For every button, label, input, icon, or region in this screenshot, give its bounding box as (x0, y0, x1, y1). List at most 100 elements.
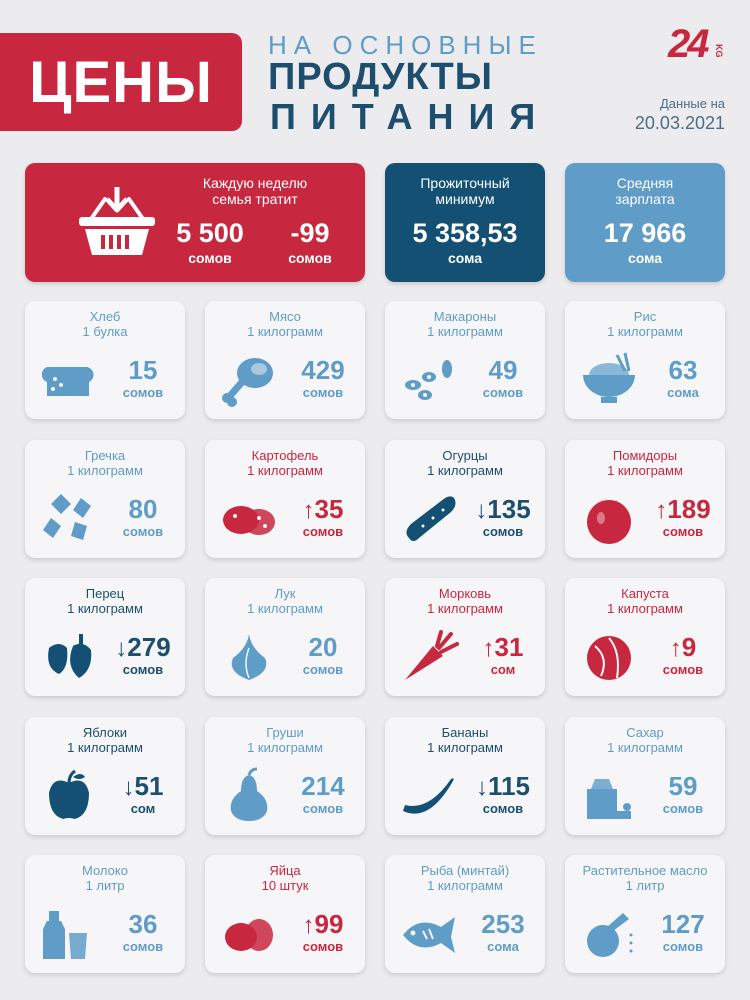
product-unit: 1 булка (82, 324, 128, 339)
product-currency: сомов (302, 662, 344, 677)
product-name: Лук (274, 586, 296, 601)
product-unit: 1 килограмм (247, 463, 323, 478)
product-name: Гречка (84, 448, 126, 463)
product-price-value: 15 (128, 355, 158, 385)
product-name: Бананы (441, 725, 489, 740)
salary-unit: сома (627, 250, 663, 266)
product-unit: 1 литр (625, 878, 665, 893)
potato-icon-graphic (223, 506, 275, 535)
product-currency: сомов (122, 939, 164, 954)
product-unit: 1 килограмм (607, 740, 683, 755)
minimum-label-line-1: Прожиточный (420, 175, 510, 191)
minimum-value: 5 358,53 (412, 218, 518, 248)
product-price-value: 59 (668, 771, 698, 801)
product-name: Мясо (269, 309, 301, 324)
product-name: Растительное масло (582, 863, 708, 878)
product-currency: сомов (662, 801, 704, 816)
tomato-icon-graphic (587, 500, 631, 544)
product-card: Огурцы 1 килограмм ↓135 сомов (385, 440, 545, 558)
product-card: Лук 1 килограмм 20 сомов (205, 578, 365, 696)
arrow-up-icon: ↑ (302, 912, 315, 939)
oil-icon (579, 905, 639, 961)
weekly-label: Каждую неделю семья тратит (165, 175, 345, 207)
product-currency: сомов (662, 939, 704, 954)
product-currency: сомов (482, 801, 524, 816)
product-card: Яйца 10 штук ↑99 сомов (205, 855, 365, 973)
product-name: Макароны (433, 309, 497, 324)
meat-icon-graphic (222, 358, 273, 407)
onion-icon-graphic (231, 634, 267, 680)
cucumber-icon (399, 490, 459, 546)
product-unit: 1 килограмм (607, 601, 683, 616)
product-card: Хлеб 1 булка 15 сомов (25, 301, 185, 419)
subtitle-line-3: ПИТАНИЯ (270, 96, 551, 137)
fish-icon-graphic (403, 917, 455, 953)
product-card: Рыба (минтай) 1 килограмм 253 сома (385, 855, 545, 973)
product-card: Яблоки 1 килограмм ↓51 сом (25, 717, 185, 835)
product-card: Гречка 1 килограмм 80 сомов (25, 440, 185, 558)
apple-icon (39, 767, 99, 823)
product-name: Рис (633, 309, 657, 324)
product-unit: 1 килограмм (427, 324, 503, 339)
product-name: Помидоры (612, 448, 678, 463)
weekly-change-unit: сомов (288, 250, 332, 266)
product-unit: 1 килограмм (247, 601, 323, 616)
basket-icon (79, 187, 155, 255)
product-card: Картофель 1 килограмм ↑35 сомов (205, 440, 365, 558)
arrow-down-icon: ↓ (476, 774, 489, 801)
product-price: 15 (103, 355, 183, 386)
product-price: ↑189 (643, 494, 723, 525)
product-card: Мясо 1 килограмм 429 сомов (205, 301, 365, 419)
product-price: ↓135 (463, 494, 543, 525)
product-price-value: 35 (314, 494, 344, 524)
product-card: Растительное масло 1 литр 127 сомов (565, 855, 725, 973)
product-price: 20 (283, 632, 363, 663)
product-price: 429 (283, 355, 363, 386)
product-price: 36 (103, 909, 183, 940)
product-price: 253 (463, 909, 543, 940)
minimum-card: Прожиточный минимум 5 358,53 сома (385, 163, 545, 282)
salary-label-line-1: Средняя (616, 175, 674, 191)
product-price-value: 127 (661, 909, 705, 939)
product-card: Макароны 1 килограмм 49 сомов (385, 301, 545, 419)
product-unit: 1 килограмм (67, 463, 143, 478)
product-price-value: 36 (128, 909, 158, 939)
carrot-icon (399, 628, 459, 684)
product-price: ↑35 (283, 494, 363, 525)
product-currency: сомов (482, 524, 524, 539)
buckwheat-icon (39, 490, 99, 546)
product-price: 59 (643, 771, 723, 802)
cabbage-icon (579, 628, 639, 684)
cucumber-icon-graphic (406, 496, 456, 541)
arrow-down-icon: ↓ (475, 497, 488, 524)
product-unit: 1 килограмм (67, 740, 143, 755)
minimum-label: Прожиточный минимум (385, 175, 545, 207)
oil-icon-graphic (587, 913, 633, 957)
arrow-down-icon: ↓ (115, 635, 128, 662)
product-price-value: 429 (301, 355, 345, 385)
date-label: Данные на (660, 96, 725, 111)
subtitle-line-1: НА ОСНОВНЫЕ (268, 30, 543, 60)
product-name: Картофель (251, 448, 319, 463)
product-unit: 1 килограмм (247, 324, 323, 339)
product-unit: 1 килограмм (247, 740, 323, 755)
date-value: 20.03.2021 (634, 113, 725, 133)
product-currency: сома (487, 939, 519, 954)
product-price-value: 9 (681, 632, 697, 662)
product-name: Сахар (626, 725, 664, 740)
product-card: Сахар 1 килограмм 59 сомов (565, 717, 725, 835)
arrow-down-icon: ↓ (122, 774, 135, 801)
product-name: Морковь (438, 586, 492, 601)
potato-icon (219, 490, 279, 546)
product-card: Капуста 1 килограмм ↑9 сомов (565, 578, 725, 696)
product-unit: 1 килограмм (607, 463, 683, 478)
salary-label-line-2: зарплата (615, 191, 675, 207)
product-price: 80 (103, 494, 183, 525)
pear-icon (219, 767, 279, 823)
product-price: ↑99 (283, 909, 363, 940)
product-price-value: 51 (134, 771, 164, 801)
product-price-value: 135 (487, 494, 531, 524)
product-price-value: 189 (667, 494, 711, 524)
product-unit: 1 килограмм (427, 878, 503, 893)
logo: 24 KG (668, 22, 724, 66)
